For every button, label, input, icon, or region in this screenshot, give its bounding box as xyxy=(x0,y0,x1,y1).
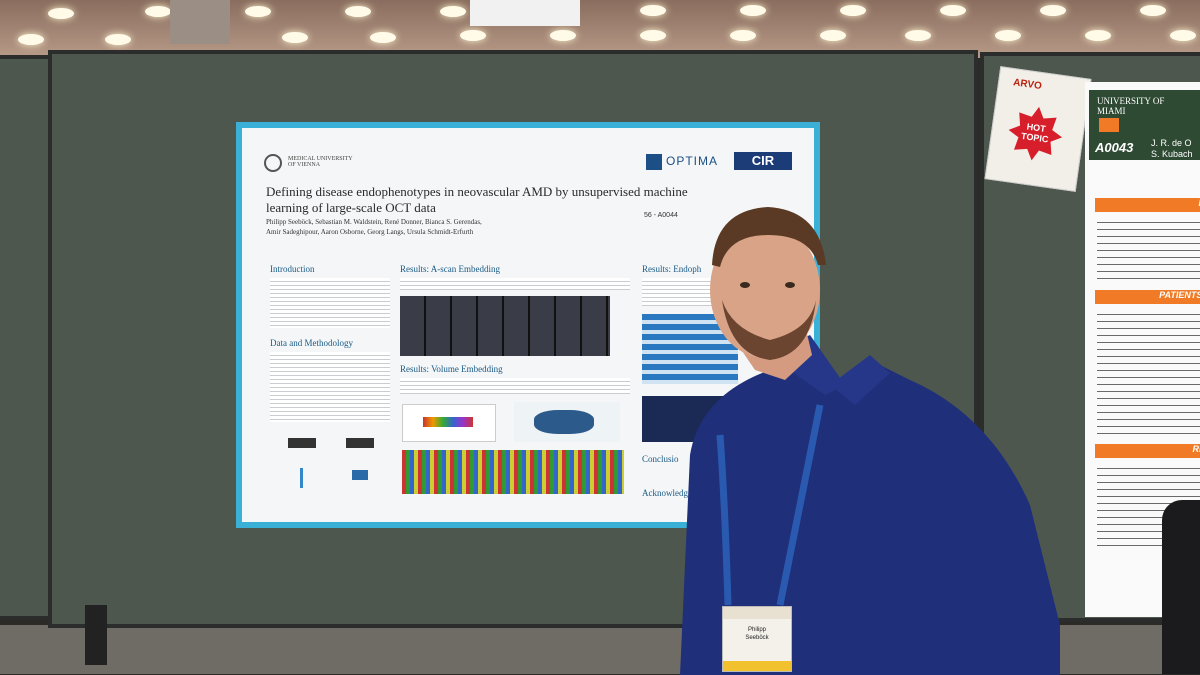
adjacent-section-bar: RES xyxy=(1095,444,1200,458)
volume-text-block xyxy=(400,378,630,394)
arvo-label: ARVO xyxy=(1012,77,1043,93)
section-acknowledgement: Acknowledg xyxy=(642,488,688,498)
badge-name: Philipp xyxy=(747,627,766,633)
heatmap-figure xyxy=(402,450,624,494)
bystander-arm xyxy=(1162,500,1200,674)
section-introduction: Introduction xyxy=(270,264,315,274)
section-data-methodology: Data and Methodology xyxy=(270,338,353,348)
section-endophenotypes: Results: Endoph xyxy=(642,264,702,274)
oct-image-grid xyxy=(400,296,610,356)
poster-title-line1: Defining disease endophenotypes in neova… xyxy=(266,184,688,199)
board-leg xyxy=(85,605,107,665)
cir-logo: CIR xyxy=(734,152,792,170)
intro-text-block xyxy=(270,278,390,328)
ascan-text-block xyxy=(400,278,630,290)
hot-topic-sign: ARVO HOT TOPIC xyxy=(984,66,1092,192)
section-ascan: Results: A-scan Embedding xyxy=(400,264,500,274)
method-diagram xyxy=(282,428,392,498)
poster-title-line2: learning of large-scale OCT data xyxy=(266,200,436,215)
poster-id: 56 - A0044 xyxy=(644,212,678,219)
poster-authors-line2: Amir Sadeghipour, Aaron Osborne, Georg L… xyxy=(266,228,474,236)
university-name: UNIVERSITY OF MIAMI xyxy=(1097,96,1165,116)
section-volume: Results: Volume Embedding xyxy=(400,364,503,374)
optima-logo-icon xyxy=(646,154,662,170)
adjacent-text xyxy=(1097,216,1200,284)
um-logo-icon xyxy=(1099,118,1119,132)
university-seal-icon xyxy=(264,154,282,172)
method-text-block xyxy=(270,352,390,422)
optima-logo: OPTIMA xyxy=(666,154,719,168)
section-conclusion: Conclusio xyxy=(642,454,679,464)
adjacent-section-bar: PU xyxy=(1095,198,1200,212)
presenter-person xyxy=(680,207,1060,675)
institution-name: MEDICAL UNIVERSITY OF VIENNA xyxy=(288,156,353,168)
tsne-scatter xyxy=(514,402,620,442)
name-badge: Philipp Seeböck xyxy=(722,606,792,672)
adjacent-authors: J. R. de O xyxy=(1151,138,1192,148)
adjacent-poster-header: UNIVERSITY OF MIAMI A0043 J. R. de O S. … xyxy=(1089,90,1200,160)
badge-surname: Seeböck xyxy=(745,635,769,641)
adjacent-text xyxy=(1097,308,1200,438)
adjacent-authors-2: S. Kubach xyxy=(1151,149,1193,159)
embedding-chart xyxy=(402,404,496,442)
adjacent-section-bar: PATIENTS A xyxy=(1095,290,1200,304)
poster-authors-line1: Philipp Seeböck, Sebastian M. Waldstein,… xyxy=(266,218,482,226)
adjacent-poster-id: A0043 xyxy=(1095,140,1134,155)
ceiling xyxy=(0,0,1200,58)
